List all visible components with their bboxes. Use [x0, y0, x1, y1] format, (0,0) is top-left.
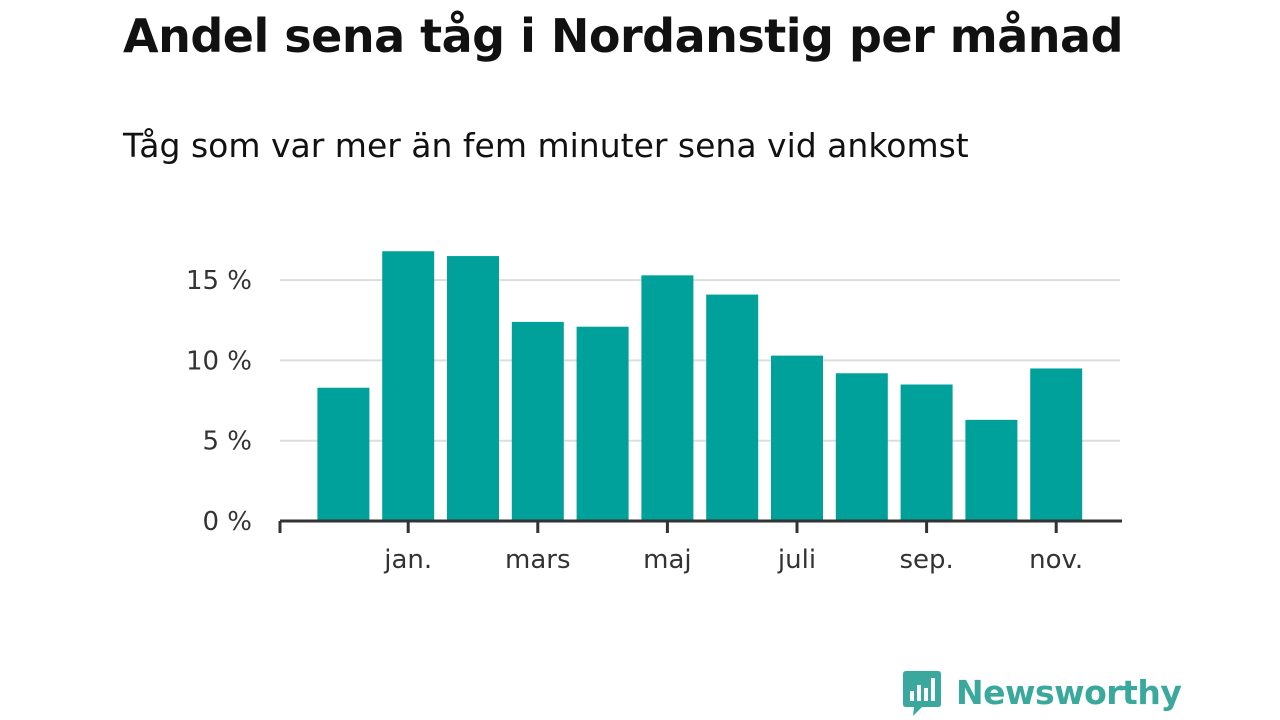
bars	[317, 251, 1083, 522]
bar-nov	[1030, 368, 1083, 521]
bar-jan	[382, 251, 435, 522]
chart-subtitle: Tåg som var mer än fem minuter sena vid …	[123, 126, 969, 165]
x-tick-label: nov.	[1029, 545, 1083, 575]
chart-title: Andel sena tåg i Nordanstig per månad	[123, 9, 1124, 63]
bar-feb	[447, 256, 499, 521]
bar-maj	[641, 275, 694, 521]
y-tick-label: 5 %	[202, 427, 252, 457]
bar-dec	[317, 387, 370, 521]
bar-okt	[965, 419, 1018, 521]
bar-aug	[835, 373, 888, 521]
y-tick-label: 0 %	[202, 507, 252, 537]
bar-mars	[511, 321, 564, 521]
tick-labels: 0 % 5 % 10 % 15 % jan. mars maj juli sep. nov.	[186, 266, 1083, 575]
bar-juli	[771, 355, 823, 521]
bar-juni	[706, 294, 759, 521]
x-tick-label: juli	[777, 545, 816, 575]
x-tick-label: sep.	[899, 545, 953, 575]
bar-chart-speech-bubble-icon	[903, 671, 941, 716]
x-tick-label: maj	[643, 545, 691, 575]
bar-sep	[900, 384, 953, 521]
newsworthy-logo: Newsworthy	[902, 669, 1182, 717]
x-tick-label: mars	[505, 545, 571, 575]
y-tick-label: 10 %	[186, 346, 252, 376]
x-axis	[278, 519, 1122, 533]
brand-name: Newsworthy	[956, 673, 1182, 712]
bar-apr	[576, 326, 629, 521]
y-tick-label: 15 %	[186, 266, 252, 296]
x-tick-label: jan.	[383, 545, 432, 575]
